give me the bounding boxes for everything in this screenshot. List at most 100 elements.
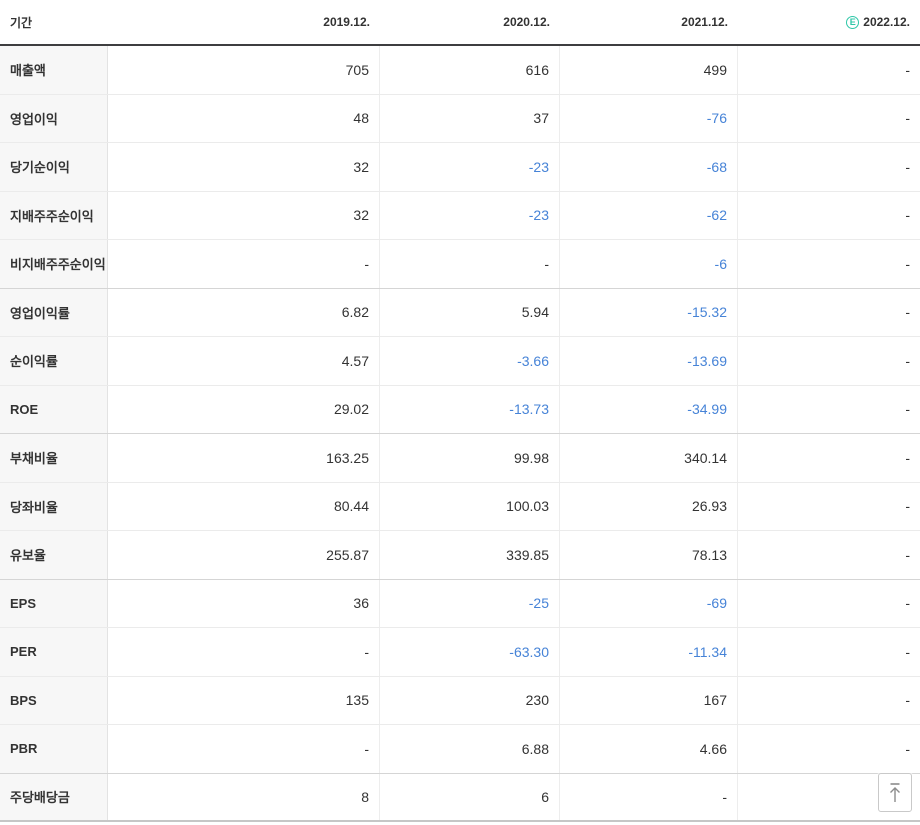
- cell-value: -: [108, 725, 380, 773]
- cell-value: 6.88: [380, 725, 560, 773]
- cell-value: -: [905, 546, 910, 563]
- row-label: 주당배당금: [0, 773, 108, 820]
- cell-value: 255.87: [108, 531, 380, 579]
- table-row: EPS 36 -25 -69 -: [0, 579, 920, 628]
- table-row: 매출액 705 616 499 -: [0, 46, 920, 95]
- cell-value: -: [905, 740, 910, 757]
- row-label: 부채비율: [0, 434, 108, 482]
- row-label: 순이익률: [0, 337, 108, 385]
- table-row: 영업이익 48 37 -76 -: [0, 94, 920, 143]
- cell-value: 100.03: [380, 482, 560, 530]
- cell-value: 32: [108, 191, 380, 239]
- cell-value: -: [905, 692, 910, 709]
- row-label: PER: [0, 628, 108, 676]
- estimate-icon: E: [846, 15, 860, 29]
- cell-value: 8: [108, 773, 380, 820]
- table-row: 순이익률 4.57 -3.66 -13.69 -: [0, 337, 920, 386]
- cell-value: 5.94: [380, 288, 560, 336]
- row-label: PBR: [0, 725, 108, 773]
- cell-value: 499: [560, 46, 738, 94]
- row-label: 당기순이익: [0, 143, 108, 191]
- header-period: 기간: [10, 15, 33, 30]
- cell-value: 29.02: [108, 385, 380, 433]
- cell-value: -23: [380, 143, 560, 191]
- table-row: PBR -6.88 4.66-: [0, 725, 920, 774]
- row-label: 당좌비율: [0, 482, 108, 530]
- table-row: 비지배주주순이익 - - -6-: [0, 240, 920, 289]
- cell-value: 26.93: [560, 482, 738, 530]
- table-header-row: 기간 2019.12. 2020.12. 2021.12. E 2022.12.: [0, 0, 920, 46]
- row-label: EPS: [0, 579, 108, 627]
- table-row: 유보율 255.87 339.85 78.13 -: [0, 531, 920, 580]
- cell-value: 37: [380, 94, 560, 142]
- cell-value: 48: [108, 94, 380, 142]
- cell-value: -: [905, 643, 910, 660]
- row-label: 영업이익률: [0, 288, 108, 336]
- cell-value: 135: [108, 676, 380, 724]
- header-col-2021: 2021.12.: [681, 15, 728, 29]
- cell-value: -: [905, 207, 910, 224]
- cell-value: -: [905, 110, 910, 127]
- cell-value: -68: [560, 143, 738, 191]
- cell-value: 36: [108, 579, 380, 627]
- row-label: 비지배주주순이익: [0, 240, 108, 288]
- cell-value: -62: [560, 191, 738, 239]
- cell-value: -: [905, 595, 910, 612]
- cell-value: -: [905, 158, 910, 175]
- cell-value: -: [905, 498, 910, 515]
- cell-value: -69: [560, 579, 738, 627]
- table-row: ROE 29.02 -13.73 -34.99 -: [0, 385, 920, 434]
- cell-value: -34.99: [560, 385, 738, 433]
- cell-value: -: [905, 61, 910, 78]
- cell-value: -: [108, 628, 380, 676]
- cell-value: -: [905, 352, 910, 369]
- cell-value: -63.30: [380, 628, 560, 676]
- cell-value: -: [380, 240, 560, 288]
- arrow-up-to-top-icon: [887, 782, 903, 804]
- header-col-2020: 2020.12.: [503, 15, 550, 29]
- cell-value: -: [905, 304, 910, 321]
- row-label: BPS: [0, 676, 108, 724]
- row-label: 지배주주순이익: [0, 191, 108, 239]
- cell-value: 4.66: [560, 725, 738, 773]
- cell-value: 80.44: [108, 482, 380, 530]
- header-col-2022-label: 2022.12.: [863, 15, 910, 29]
- cell-value: 32: [108, 143, 380, 191]
- cell-value: -6: [560, 240, 738, 288]
- scroll-to-top-button[interactable]: [878, 773, 912, 812]
- cell-value: 163.25: [108, 434, 380, 482]
- cell-value: -: [905, 401, 910, 418]
- cell-value: -: [905, 255, 910, 272]
- table-row: 지배주주순이익 32 -23 -62 -: [0, 191, 920, 240]
- table-row: PER - -63.30 -11.34-: [0, 628, 920, 677]
- table-body: 매출액 705 616 499- 영업이익 48 37 -76- 당기순이익 32 -23 -68- 지…: [0, 46, 920, 822]
- row-label: 유보율: [0, 531, 108, 579]
- cell-value: -15.32: [560, 288, 738, 336]
- row-label: 영업이익: [0, 94, 108, 142]
- cell-value: -: [108, 240, 380, 288]
- table-row: 부채비율 163.25 99.98 340.14 -: [0, 434, 920, 483]
- cell-value: 167: [560, 676, 738, 724]
- cell-value: -25: [380, 579, 560, 627]
- cell-value: 339.85: [380, 531, 560, 579]
- cell-value: 6.82: [108, 288, 380, 336]
- header-col-2022-estimate: E 2022.12.: [738, 0, 920, 44]
- cell-value: -: [560, 773, 738, 820]
- cell-value: 6: [380, 773, 560, 820]
- table-row: 영업이익률 6.82 5.94 -15.32 -: [0, 288, 920, 337]
- header-col-2019: 2019.12.: [323, 15, 370, 29]
- cell-value: 616: [380, 46, 560, 94]
- table-row: 당좌비율 80.44 100.03 26.93 -: [0, 482, 920, 531]
- cell-value: 4.57: [108, 337, 380, 385]
- cell-value: -13.73: [380, 385, 560, 433]
- cell-value: -11.34: [560, 628, 738, 676]
- cell-value: -13.69: [560, 337, 738, 385]
- cell-value: 340.14: [560, 434, 738, 482]
- table-row: 당기순이익 32 -23 -68 -: [0, 143, 920, 192]
- cell-value: 705: [108, 46, 380, 94]
- row-label: 매출액: [0, 46, 108, 94]
- cell-value: -3.66: [380, 337, 560, 385]
